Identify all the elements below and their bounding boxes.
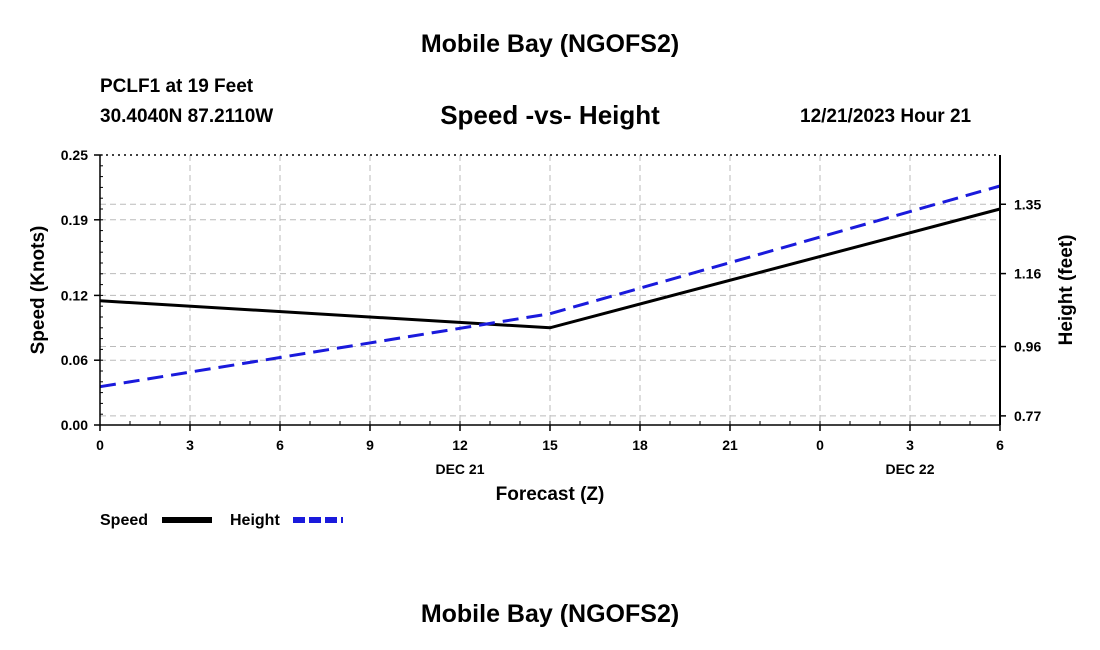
height-series-line <box>99 184 1001 389</box>
y-right-tick-label: 0.96 <box>1014 339 1041 355</box>
x-tick-label: 18 <box>632 437 648 453</box>
x-tick-label: 0 <box>96 437 104 453</box>
y-left-tick-label: 0.19 <box>61 212 88 228</box>
x-tick-label: 0 <box>816 437 824 453</box>
x-date-label: DEC 22 <box>885 461 934 477</box>
y-left-tick-label: 0.00 <box>61 417 88 433</box>
x-tick-label: 15 <box>542 437 558 453</box>
footer-title: Mobile Bay (NGOFS2) <box>420 600 680 628</box>
x-date-label: DEC 21 <box>435 461 484 477</box>
station-label: PCLF1 at 19 Feet <box>100 76 254 97</box>
speed-series-line <box>99 207 1001 330</box>
x-tick-label: 21 <box>722 437 738 453</box>
chart-title: Mobile Bay (NGOFS2) <box>420 30 680 58</box>
legend-label-height: Height <box>230 512 280 529</box>
y-left-axis-title: Speed (Knots) <box>28 226 49 355</box>
x-tick-label: 3 <box>906 437 914 453</box>
y-right-tick-label: 1.35 <box>1014 196 1041 212</box>
station-coordinates: 30.4040N 87.2110W <box>100 106 274 127</box>
x-axis-title: Forecast (Z) <box>496 484 605 505</box>
y-left-tick-label: 0.12 <box>61 287 88 303</box>
y-right-axis-title: Height (feet) <box>1056 235 1077 346</box>
forecast-datetime: 12/21/2023 Hour 21 <box>800 106 972 127</box>
y-left-tick-label: 0.06 <box>61 352 88 368</box>
legend-label-speed: Speed <box>100 512 148 529</box>
x-tick-label: 12 <box>452 437 468 453</box>
y-right-tick-label: 0.77 <box>1014 408 1041 424</box>
grid-layer <box>100 155 1000 425</box>
chart-subtitle: Speed -vs- Height <box>440 100 660 130</box>
y-right-tick-label: 1.16 <box>1014 266 1041 282</box>
x-tick-label: 6 <box>996 437 1004 453</box>
x-tick-label: 9 <box>366 437 374 453</box>
legend: Speed Height <box>100 512 343 529</box>
label-layer: 0 3 6 9 12 15 18 21 0 3 6 DEC 21 DEC 22 Forecast (Z) 0… <box>28 147 1077 505</box>
y-left-tick-label: 0.25 <box>61 147 88 163</box>
axis-layer <box>94 154 1006 431</box>
x-tick-label: 3 <box>186 437 194 453</box>
series-layer <box>99 184 1001 389</box>
x-tick-label: 6 <box>276 437 284 453</box>
